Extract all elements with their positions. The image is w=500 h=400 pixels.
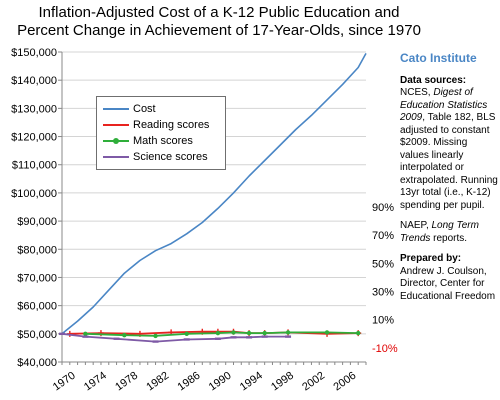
y-tick-label-1: $50,000 <box>17 329 57 341</box>
prepared-heading: Prepared by: <box>400 253 462 264</box>
chart-legend: Cost Reading scores Math scores Science … <box>96 96 226 170</box>
y-tick-label-0: $40,000 <box>17 357 57 369</box>
x-tick-label-4: 1986 <box>176 370 203 394</box>
chart-title-line-2: Percent Change in Achievement of 17-Year… <box>17 22 421 39</box>
sources-text-post: , Table 182, BLS adjusted to constant $2… <box>400 112 498 211</box>
x-tick-label-3: 1982 <box>144 370 171 394</box>
point-math-5 <box>231 330 236 335</box>
legend-item-cost: Cost <box>103 101 156 117</box>
point-math-4 <box>215 330 221 336</box>
prepared-block: Prepared by: Andrew J. Coulson, Director… <box>400 253 498 303</box>
y-tick-label-3: $70,000 <box>17 272 57 284</box>
y2-tick-label-2: 30% <box>372 287 394 299</box>
point-math-3 <box>184 331 189 337</box>
y2-tick-label-1: 10% <box>372 315 394 327</box>
legend-item-reading: Reading scores <box>103 117 209 133</box>
y-tick-label-11: $150,000 <box>11 47 57 59</box>
x-tick-label-9: 2006 <box>331 370 358 394</box>
naep-text-post: reports. <box>430 232 468 244</box>
y-tick-label-10: $140,000 <box>11 75 57 87</box>
sources-block: Data sources: NCES, Digest of Education … <box>400 75 498 213</box>
legend-item-science: Science scores <box>103 149 208 165</box>
series-line-science <box>61 332 289 343</box>
y-tick-label-5: $90,000 <box>17 216 57 228</box>
point-math-7 <box>262 330 267 336</box>
y2-tick-label-0: -10% <box>372 343 398 355</box>
y-tick-label-4: $80,000 <box>17 244 57 256</box>
x-tick-label-6: 1994 <box>238 370 265 394</box>
legend-label-science: Science scores <box>133 151 208 163</box>
legend-swatch-cost <box>103 108 129 110</box>
point-math-2 <box>153 333 158 339</box>
legend-swatch-reading <box>103 124 129 126</box>
naep-block: NAEP, Long Term Trends reports. <box>400 220 498 245</box>
series-line-cost <box>61 53 367 335</box>
naep-text-pre: NAEP, <box>400 220 432 231</box>
chart-title-line-1: Inflation-Adjusted Cost of a K-12 Public… <box>38 4 400 21</box>
x-tick-label-0: 1970 <box>51 370 78 394</box>
x-tick-label-5: 1990 <box>207 370 234 394</box>
legend-label-reading: Reading scores <box>133 119 210 131</box>
y2-tick-label-4: 70% <box>372 230 394 242</box>
point-math-1 <box>122 333 127 338</box>
chart-title: Inflation-Adjusted Cost of a K-12 Public… <box>0 4 438 40</box>
sources-text-italic: Digest of Education Statistics 2009 <box>400 87 488 123</box>
y-tick-label-2: $60,000 <box>17 301 57 313</box>
prepared-body: Andrew J. Coulson, Director, Center for … <box>400 265 496 302</box>
y2-tick-label-3: 50% <box>372 258 394 270</box>
x-tick-label-7: 1998 <box>269 370 296 394</box>
point-math-8 <box>285 330 291 335</box>
sources-text-pre: NCES, <box>400 87 434 98</box>
x-tick-label-1: 1974 <box>82 370 109 394</box>
legend-label-math: Math scores <box>133 135 193 147</box>
point-math-9 <box>324 330 330 335</box>
naep-text-italic: Long Term Trends <box>400 220 479 244</box>
legend-swatch-math <box>103 138 129 144</box>
point-math-10 <box>356 330 361 336</box>
x-tick-label-2: 1978 <box>113 370 140 394</box>
legend-item-math: Math scores <box>103 133 193 149</box>
x-tick-label-8: 2002 <box>300 370 327 394</box>
point-math-0 <box>83 331 88 337</box>
y2-tick-label-5: 90% <box>372 202 394 214</box>
y-tick-label-9: $130,000 <box>11 103 57 115</box>
y-tick-label-7: $110,000 <box>12 160 57 172</box>
y-tick-label-8: $120,000 <box>11 132 57 144</box>
sidebar-notes: Cato Institute Data sources: NCES, Diges… <box>400 52 498 311</box>
legend-label-cost: Cost <box>133 103 156 115</box>
sources-heading: Data sources: <box>400 74 467 86</box>
org-name: Cato Institute <box>400 51 477 65</box>
point-math-6 <box>246 330 252 336</box>
y-tick-label-6: $100,000 <box>11 188 57 200</box>
legend-swatch-science <box>103 156 129 158</box>
